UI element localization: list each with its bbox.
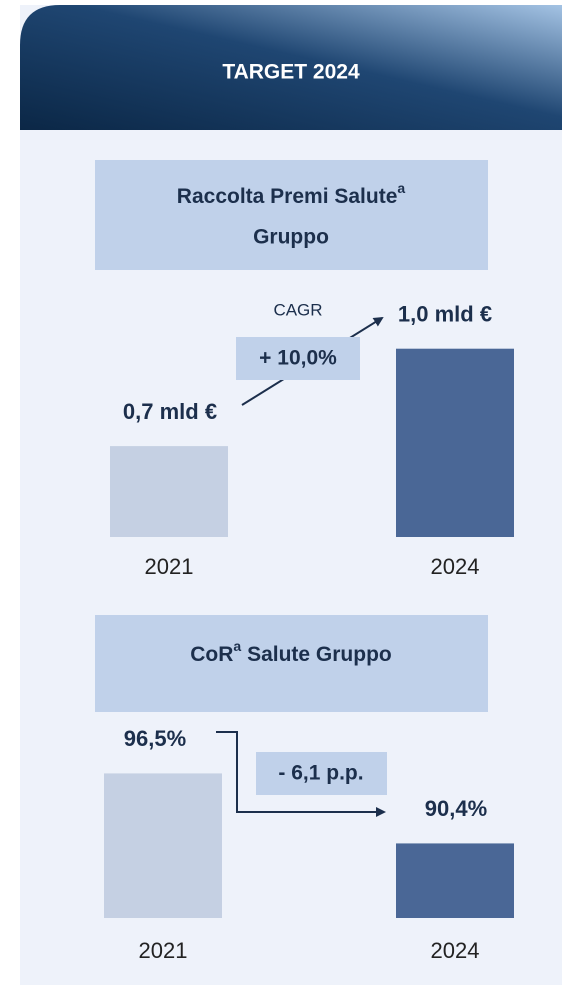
annotation-box <box>236 337 360 380</box>
title-box <box>95 615 488 712</box>
x-tick-label: 2024 <box>431 554 480 579</box>
header-band <box>20 5 562 130</box>
title-superscript: a <box>233 638 241 654</box>
bar <box>396 843 514 918</box>
title-box <box>95 160 488 270</box>
value-label: 96,5% <box>124 726 186 751</box>
value-label: 90,4% <box>425 796 487 821</box>
title-line: Salute Gruppo <box>247 643 392 666</box>
annotation-value: - 6,1 p.p. <box>278 762 363 785</box>
value-label: 0,7 mld € <box>123 399 217 424</box>
title-superscript: a <box>397 180 405 196</box>
x-tick-label: 2021 <box>145 554 194 579</box>
x-tick-label: 2021 <box>139 938 188 963</box>
chart-title: CoRa Salute Gruppo <box>190 638 392 666</box>
x-tick-label: 2024 <box>431 938 480 963</box>
chart-title: Raccolta Premi Salutea <box>177 180 406 208</box>
trend-arrow <box>216 731 386 817</box>
bar <box>110 446 228 537</box>
bar <box>104 773 222 918</box>
annotation-box <box>256 752 387 795</box>
title-line: Gruppo <box>253 226 329 249</box>
title-line: CoR <box>190 643 233 666</box>
annotation-label: CAGR <box>273 300 322 319</box>
annotation-value: + 10,0% <box>259 347 337 370</box>
value-label: 1,0 mld € <box>398 302 492 327</box>
title-line: Raccolta Premi Salute <box>177 185 398 208</box>
bar <box>396 348 514 537</box>
header-title: TARGET 2024 <box>222 61 360 84</box>
